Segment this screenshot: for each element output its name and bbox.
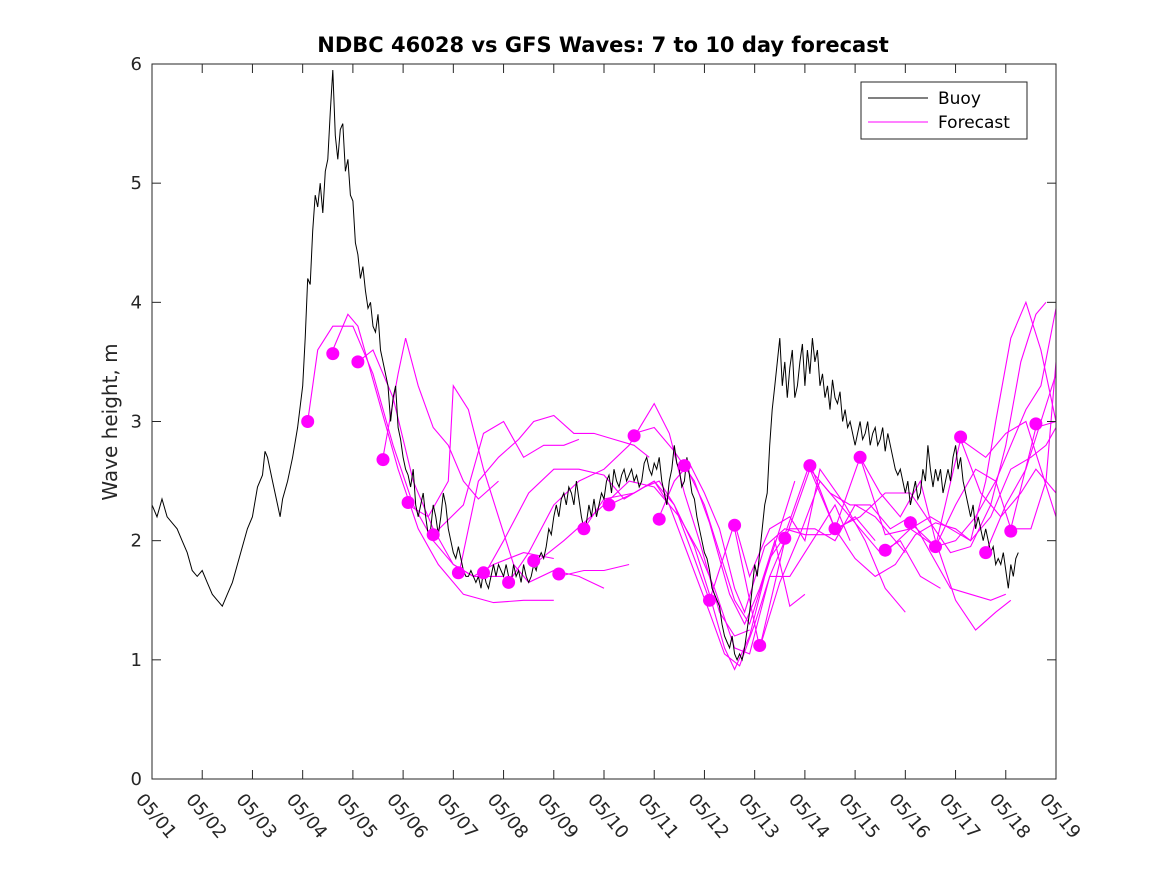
- forecast-marker-15: [652, 512, 666, 526]
- forecast-line-7: [457, 414, 650, 577]
- legend: Buoy Forecast: [860, 81, 1028, 140]
- forecast-marker-29: [1004, 524, 1018, 538]
- forecast-marker-30: [1029, 417, 1043, 431]
- forecast-line-25: [910, 361, 1056, 548]
- forecast-line-6: [432, 420, 580, 536]
- buoy-line: [152, 69, 1019, 662]
- forecast-marker-3: [351, 355, 365, 369]
- y-axis-label: Wave height, m: [98, 343, 122, 500]
- forecast-marker-13: [602, 498, 616, 512]
- forecast-line-9: [508, 402, 750, 637]
- forecast-marker-1: [301, 415, 315, 428]
- y-tick-label: 4: [131, 292, 142, 313]
- forecast-marker-8: [477, 566, 490, 580]
- forecast-marker-6: [426, 528, 440, 542]
- forecast-marker-10: [527, 554, 541, 568]
- forecast-line-2: [332, 313, 554, 604]
- forecast-marker-9: [502, 575, 516, 589]
- forecast-line-22: [834, 301, 1047, 554]
- legend-box: [860, 81, 1028, 140]
- chart-title: NDBC 46028 vs GFS Waves: 7 to 10 day for…: [317, 33, 888, 57]
- forecast-marker-26: [929, 540, 942, 554]
- y-tick-label: 2: [131, 531, 142, 552]
- forecast-marker-14: [627, 429, 641, 443]
- forecast-line-21: [809, 300, 1056, 578]
- forecast-marker-27: [954, 430, 968, 444]
- forecast-marker-19: [753, 639, 767, 652]
- forecast-line-3: [357, 349, 554, 578]
- forecast-marker-21: [803, 459, 817, 473]
- forecast-marker-5: [401, 496, 415, 509]
- forecast-marker-4: [376, 453, 390, 467]
- legend-label-buoy: Buoy: [938, 89, 981, 109]
- forecast-line-17: [708, 467, 906, 613]
- forecast-marker-17: [703, 593, 716, 607]
- y-tick-label: 0: [131, 769, 142, 790]
- forecast-line-4: [382, 337, 499, 500]
- forecast-line-1: [307, 325, 504, 577]
- forecast-line-11: [558, 563, 630, 577]
- forecast-marker-20: [778, 531, 792, 545]
- forecast-marker-11: [552, 567, 566, 581]
- forecast-marker-24: [878, 543, 892, 557]
- forecast-line-8: [483, 468, 711, 601]
- y-tick-label: 3: [131, 412, 142, 433]
- forecast-marker-23: [853, 450, 867, 464]
- forecast-marker-12: [577, 522, 591, 536]
- plot-area: [152, 69, 1056, 671]
- y-tick-label: 1: [131, 650, 142, 671]
- forecast-marker-7: [451, 566, 465, 580]
- forecast-marker-2: [326, 347, 340, 361]
- y-tick-label: 5: [131, 173, 142, 194]
- y-tick-label: 6: [131, 54, 142, 75]
- forecast-line-18: [734, 480, 941, 651]
- forecast-line-16: [683, 462, 906, 626]
- forecast-marker-16: [677, 459, 691, 473]
- legend-label-forecast: Forecast: [938, 113, 1010, 133]
- forecast-marker-18: [728, 518, 742, 532]
- forecast-marker-25: [903, 516, 917, 530]
- forecast-marker-22: [828, 522, 842, 536]
- forecast-line-27: [960, 420, 1056, 517]
- forecast-marker-28: [979, 546, 993, 560]
- series-layer: [152, 69, 1056, 671]
